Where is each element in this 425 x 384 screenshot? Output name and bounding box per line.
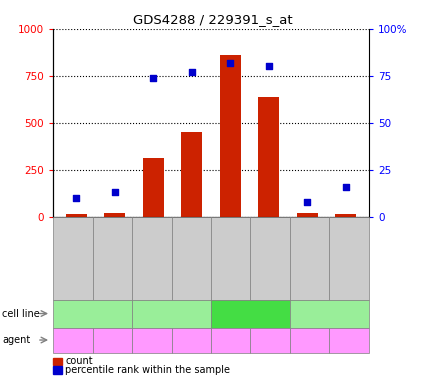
Text: DZNep: DZNep: [336, 336, 363, 344]
Bar: [335, 214, 357, 217]
Bar: [258, 96, 279, 217]
Point: [111, 189, 118, 195]
Point: [227, 60, 234, 66]
Point: [265, 63, 272, 70]
Text: DZNep: DZNep: [178, 336, 204, 344]
Text: DZNep: DZNep: [257, 336, 283, 344]
Text: count: count: [65, 356, 93, 366]
Text: GDS4288 / 229391_s_at: GDS4288 / 229391_s_at: [133, 13, 292, 26]
Text: OPM-2: OPM-2: [312, 308, 346, 319]
Text: GSM662890: GSM662890: [187, 232, 196, 285]
Point: [188, 69, 195, 75]
Text: MM.1S: MM.1S: [154, 308, 189, 319]
Text: agent: agent: [2, 335, 30, 345]
Text: cell line: cell line: [2, 308, 40, 319]
Text: NCI-H929: NCI-H929: [226, 308, 275, 319]
Text: GSM662888: GSM662888: [266, 232, 275, 285]
Text: control: control: [217, 336, 244, 344]
Bar: [143, 158, 164, 217]
Text: GSM662891: GSM662891: [68, 232, 77, 285]
Bar: [181, 132, 202, 217]
Text: GSM662893: GSM662893: [305, 232, 314, 285]
Point: [150, 74, 157, 81]
Text: control: control: [139, 336, 165, 344]
Text: GSM662889: GSM662889: [147, 232, 156, 285]
Bar: [220, 55, 241, 217]
Text: control: control: [60, 336, 86, 344]
Text: percentile rank within the sample: percentile rank within the sample: [65, 365, 230, 375]
Text: KMS18: KMS18: [75, 308, 110, 319]
Text: GSM662894: GSM662894: [345, 232, 354, 285]
Point: [73, 195, 79, 201]
Text: DZNep: DZNep: [99, 336, 125, 344]
Bar: [65, 214, 87, 217]
Point: [304, 199, 311, 205]
Bar: [297, 213, 318, 217]
Text: GSM662892: GSM662892: [108, 232, 117, 285]
Bar: [104, 213, 125, 217]
Point: [343, 184, 349, 190]
Text: GSM662887: GSM662887: [226, 232, 235, 285]
Text: control: control: [296, 336, 323, 344]
